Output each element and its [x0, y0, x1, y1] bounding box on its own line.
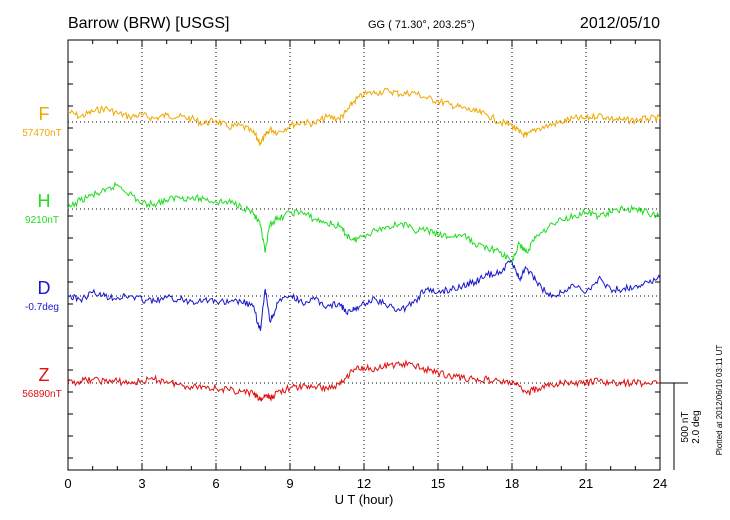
scale-bar: 500 nT 2.0 deg — [660, 382, 702, 470]
plotted-at-note: Plotted at 2012/06/10 03:11 UT — [715, 345, 724, 456]
series-line-h — [67, 181, 661, 264]
series-name-z: Z — [39, 365, 50, 385]
series-line-z — [67, 359, 660, 402]
series-name-h: H — [38, 191, 51, 211]
series-baselines — [68, 121, 660, 384]
scale-bar-nt-label: 500 nT — [680, 411, 691, 442]
x-tick-label: 15 — [431, 476, 445, 491]
plot-area — [67, 39, 661, 471]
series-line-f — [67, 87, 661, 147]
series-line-d — [67, 260, 661, 331]
x-axis-label: U T (hour) — [335, 492, 394, 507]
series-baseline-value-z: 56890nT — [22, 389, 61, 400]
series-labels: F 57470nT H 9210nT D -0.7deg Z 56890nT — [22, 104, 61, 400]
x-tick-label: 0 — [64, 476, 71, 491]
date-label: 2012/05/10 — [580, 15, 660, 32]
series-lines — [67, 87, 661, 402]
series-baseline-value-h: 9210nT — [25, 215, 59, 226]
x-tick-label: 24 — [653, 476, 667, 491]
x-tick-label: 18 — [505, 476, 519, 491]
x-tick-label: 6 — [212, 476, 219, 491]
series-name-f: F — [39, 104, 50, 124]
axis-ticks — [67, 40, 661, 470]
x-tick-label: 9 — [286, 476, 293, 491]
series-name-d: D — [38, 278, 51, 298]
x-tick-label: 3 — [138, 476, 145, 491]
coordinates-label: GG ( 71.30°, 203.25°) — [368, 19, 475, 31]
x-tick-labels: 0 3 6 9 12 15 18 21 24 — [64, 476, 667, 491]
series-baseline-value-f: 57470nT — [22, 128, 61, 139]
station-title: Barrow (BRW) [USGS] — [68, 15, 230, 32]
series-baseline-value-d: -0.7deg — [25, 302, 59, 313]
vertical-gridlines — [141, 40, 587, 470]
x-tick-label: 21 — [579, 476, 593, 491]
x-tick-label: 12 — [357, 476, 371, 491]
scale-bar-deg-label: 2.0 deg — [691, 410, 702, 443]
